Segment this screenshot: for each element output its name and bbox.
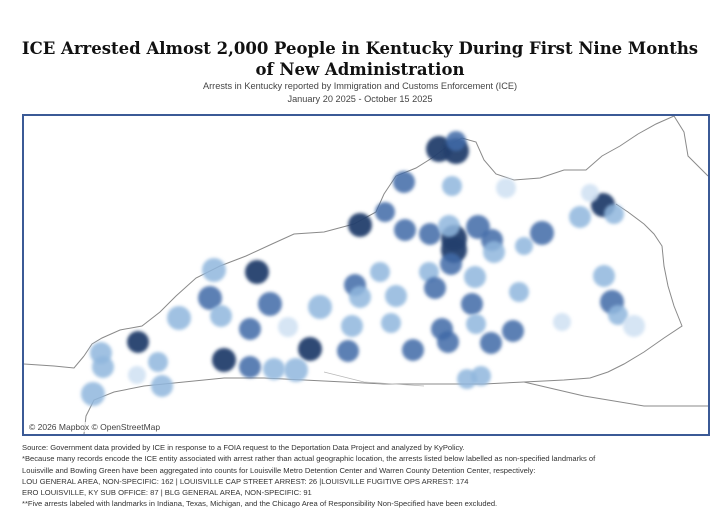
arrest-location-dot[interactable] [393, 171, 415, 193]
arrest-location-dot[interactable] [127, 331, 149, 353]
arrest-location-dot[interactable] [92, 356, 114, 378]
arrest-location-dot[interactable] [442, 176, 462, 196]
arrest-location-dot[interactable] [167, 306, 191, 330]
map-attribution: © 2026 Mapbox © OpenStreetMap [27, 422, 163, 432]
arrest-location-dot[interactable] [385, 285, 407, 307]
subtitle-text: Arrests in Kentucky reported by Immigrat… [202, 81, 518, 91]
arrest-location-dot[interactable] [530, 221, 554, 245]
arrest-location-dot[interactable] [569, 206, 591, 228]
arrest-location-dot[interactable] [623, 315, 645, 337]
arrest-location-dot[interactable] [148, 352, 168, 372]
arrest-location-dot[interactable] [278, 317, 298, 337]
source-line: Source: Government data provided by ICE … [22, 443, 465, 452]
arrest-location-dot[interactable] [593, 265, 615, 287]
arrest-location-dot[interactable] [604, 204, 624, 224]
arrest-location-dot[interactable] [608, 305, 628, 325]
footnote-3: ERO LOUISVILLE, KY SUB OFFICE: 87 | BLG … [22, 488, 312, 498]
footnote-1b: Louisville and Bowling Green have been a… [22, 465, 536, 475]
arrest-location-dot[interactable] [81, 382, 105, 406]
arrest-location-dot[interactable] [245, 260, 269, 284]
arrest-location-dot[interactable] [348, 213, 372, 237]
chart-title: ICE Arrested Almost 2,000 People in Kent… [21, 39, 699, 79]
arrest-location-dot[interactable] [424, 277, 446, 299]
neighbor-state-line [673, 116, 708, 177]
arrest-location-dot[interactable] [337, 340, 359, 362]
arrest-location-dot[interactable] [402, 339, 424, 361]
arrest-location-dot[interactable] [440, 253, 462, 275]
arrest-location-dot[interactable] [341, 315, 363, 337]
arrest-location-dot[interactable] [202, 258, 226, 282]
footnote-4: **Five arrests labeled with landmarks in… [22, 499, 498, 509]
arrest-location-dot[interactable] [375, 202, 395, 222]
footnote-2: LOU GENERAL AREA, NON-SPECIFIC: 162 | LO… [22, 476, 469, 486]
arrest-location-dot[interactable] [394, 219, 416, 241]
arrest-points [81, 131, 645, 406]
arrest-location-dot[interactable] [438, 215, 460, 237]
arrest-location-dot[interactable] [471, 366, 491, 386]
arrest-location-dot[interactable] [284, 358, 308, 382]
arrest-location-dot[interactable] [239, 318, 261, 340]
arrest-location-dot[interactable] [483, 241, 505, 263]
arrest-location-dot[interactable] [419, 262, 439, 282]
arrest-location-dot[interactable] [239, 356, 261, 378]
arrest-location-dot[interactable] [212, 348, 236, 372]
arrest-location-dot[interactable] [381, 313, 401, 333]
neighbor-state-line [24, 355, 85, 369]
arrest-location-dot[interactable] [263, 358, 285, 380]
kentucky-map[interactable]: © 2026 Mapbox © OpenStreetMap [22, 114, 710, 436]
footnote-1a: *Because many records encode the ICE ent… [22, 454, 596, 464]
arrest-location-dot[interactable] [151, 375, 173, 397]
arrest-location-dot[interactable] [210, 305, 232, 327]
arrest-location-dot[interactable] [198, 286, 222, 310]
arrest-location-dot[interactable] [496, 178, 516, 198]
arrest-location-dot[interactable] [464, 266, 486, 288]
arrest-location-dot[interactable] [466, 314, 486, 334]
arrest-location-dot[interactable] [298, 337, 322, 361]
arrest-location-dot[interactable] [480, 332, 502, 354]
arrest-location-dot[interactable] [446, 131, 466, 151]
arrest-location-dot[interactable] [461, 293, 483, 315]
arrest-location-dot[interactable] [581, 184, 599, 202]
arrest-location-dot[interactable] [258, 292, 282, 316]
arrest-location-dot[interactable] [419, 223, 441, 245]
arrest-location-dot[interactable] [515, 237, 533, 255]
neighbor-state-line [523, 381, 708, 407]
arrest-location-dot[interactable] [502, 320, 524, 342]
arrest-location-dot[interactable] [308, 295, 332, 319]
chart-subtitle: Arrests in Kentucky reported by Immigrat… [10, 80, 710, 105]
date-range: January 20 2025 - October 15 2025 [287, 93, 433, 104]
arrest-location-dot[interactable] [370, 262, 390, 282]
arrest-location-dot[interactable] [349, 286, 371, 308]
arrest-location-dot[interactable] [437, 331, 459, 353]
river-line [323, 371, 425, 387]
arrest-location-dot[interactable] [128, 366, 146, 384]
map-canvas[interactable] [24, 116, 708, 434]
source-notes: Source: Government data provided by ICE … [22, 442, 712, 510]
arrest-location-dot[interactable] [509, 282, 529, 302]
arrest-location-dot[interactable] [553, 313, 571, 331]
